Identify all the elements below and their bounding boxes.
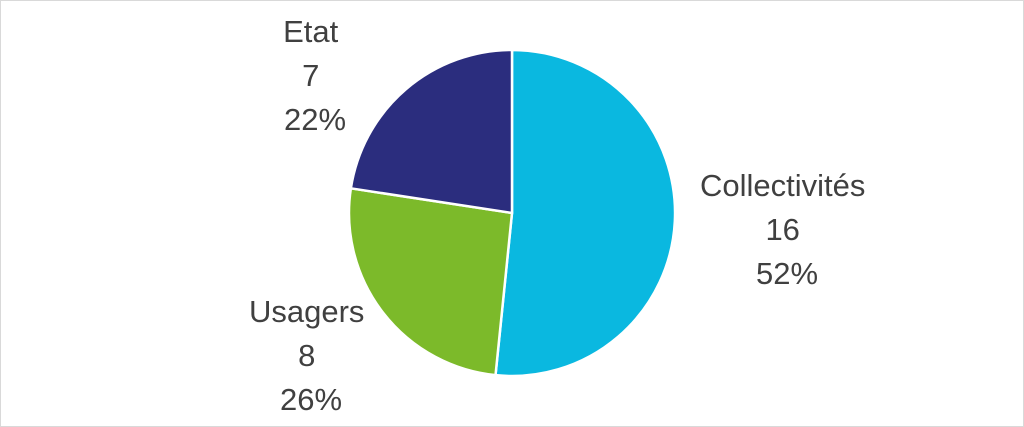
slice-percent-etat: 22% — [284, 102, 346, 137]
slice-value-usagers: 8 — [298, 338, 315, 373]
slice-label-collectivites: Collectivités 16 52% — [700, 168, 874, 291]
slice-name-etat: Etat — [283, 14, 339, 49]
slice-label-usagers: Usagers 8 26% — [249, 294, 373, 417]
slice-name-collectivites: Collectivités — [700, 168, 865, 203]
pie-slice-etat — [349, 48, 514, 215]
slice-percent-collectivites: 52% — [756, 256, 818, 291]
slice-value-etat: 7 — [302, 58, 319, 93]
slice-percent-usagers: 26% — [280, 382, 342, 417]
slice-name-usagers: Usagers — [249, 294, 364, 329]
pie-slice-collectivites — [494, 48, 677, 378]
slice-value-collectivites: 16 — [765, 212, 799, 247]
pie-slice-usagers — [347, 187, 514, 377]
pie-slices — [347, 48, 677, 378]
slice-label-etat: Etat 7 22% — [283, 14, 347, 137]
